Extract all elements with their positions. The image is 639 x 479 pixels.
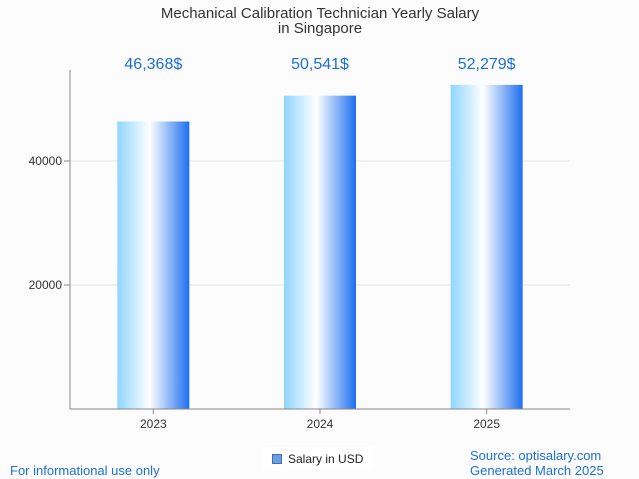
bar-2025 (450, 84, 523, 409)
legend: Salary in USD (262, 447, 374, 471)
bar-2023 (117, 121, 190, 409)
value-labels: 46,368$ 50,541$ 52,279$ (124, 56, 515, 73)
x-tick-label-2023: 2023 (140, 417, 167, 431)
legend-label: Salary in USD (288, 452, 364, 466)
value-label-2023: 46,368$ (124, 56, 182, 73)
x-tick-label-2024: 2024 (307, 417, 334, 431)
generated-date: Generated March 2025 (470, 463, 604, 478)
axis-ticks: 20000 40000 2023 2024 2025 (29, 154, 501, 431)
bars (117, 84, 523, 409)
legend-swatch (272, 454, 282, 464)
x-tick-label-2025: 2025 (473, 417, 500, 431)
source-link[interactable]: Source: optisalary.com (470, 448, 602, 463)
chart-subtitle: in Singapore (278, 20, 362, 37)
value-label-2025: 52,279$ (458, 56, 516, 73)
disclaimer-text: For informational use only (10, 463, 160, 478)
value-label-2024: 50,541$ (291, 56, 349, 73)
source-block: Source: optisalary.com Generated March 2… (470, 448, 604, 478)
chart-title: Mechanical Calibration Technician Yearly… (161, 5, 480, 22)
y-tick-label-40000: 40000 (29, 154, 63, 168)
y-tick-label-20000: 20000 (29, 278, 63, 292)
bar-2024 (284, 95, 356, 409)
